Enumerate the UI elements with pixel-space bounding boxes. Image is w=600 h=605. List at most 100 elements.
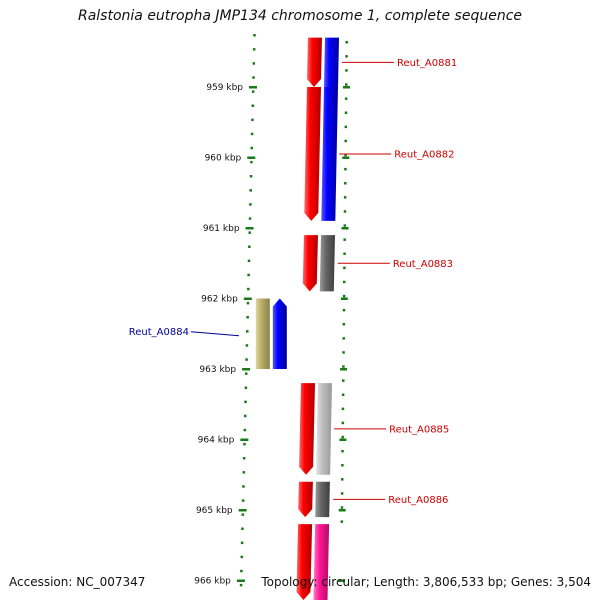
ruler-minor-tick: [343, 280, 346, 284]
ruler-minor-tick: [341, 464, 344, 467]
ruler-minor-tick: [253, 34, 256, 37]
ruler-minor-tick: [252, 76, 255, 79]
ruler-minor-tick: [342, 308, 346, 312]
ruler-major-tick: [242, 368, 251, 371]
ruler-minor-tick: [250, 160, 253, 164]
ruler-minor-tick: [246, 301, 250, 305]
gene-arrow-reut-a0884[interactable]: [272, 298, 287, 370]
ruler-minor-tick: [341, 449, 344, 453]
ruler-tick-label: 959 kbp: [206, 83, 243, 93]
ruler-minor-tick: [340, 520, 344, 523]
ruler-major-tick: [247, 156, 256, 159]
ruler-minor-tick: [341, 435, 344, 439]
ruler-minor-tick: [343, 238, 346, 241]
ruler-minor-tick: [344, 97, 348, 100]
feature-bar-unnamed[interactable]: [313, 524, 330, 600]
genome-summary-text: Topology: circular; Length: 3,806,533 bp…: [261, 575, 591, 589]
ruler-minor-tick: [342, 323, 346, 326]
ruler-minor-tick: [345, 55, 348, 58]
ruler-minor-tick: [248, 231, 251, 234]
ruler-minor-tick: [241, 527, 244, 530]
ruler-minor-tick: [239, 583, 243, 587]
ruler-major-tick: [341, 227, 349, 230]
map-title: Ralstonia eutropha JMP134 chromosome 1, …: [77, 8, 522, 24]
ruler-minor-tick: [243, 442, 246, 446]
ruler-major-tick: [243, 297, 252, 300]
ruler-tick-label: 960 kbp: [205, 154, 242, 164]
gene-arrow-reut-a0881[interactable]: [307, 37, 322, 87]
ruler-major-tick: [249, 86, 257, 89]
ruler-minor-tick: [341, 393, 345, 396]
ruler-minor-tick: [343, 266, 346, 270]
gene-label-reut-a0886[interactable]: Reut_A0886: [388, 495, 448, 506]
ruler-minor-tick: [245, 344, 249, 347]
ruler-minor-tick: [344, 167, 347, 171]
ruler-major-tick: [343, 86, 350, 89]
ruler-minor-tick: [343, 196, 347, 199]
feature-bar-reut-a0882[interactable]: [321, 87, 338, 221]
ruler-minor-tick: [340, 478, 344, 481]
ruler-tick-label: 965 kbp: [196, 506, 233, 516]
gene-arrow-reut-a0885[interactable]: [299, 383, 315, 475]
ruler-minor-tick: [250, 132, 254, 136]
gene-label-reut-a0885[interactable]: Reut_A0885: [389, 424, 449, 435]
ruler-minor-tick: [252, 62, 256, 65]
ruler-minor-tick: [340, 506, 344, 509]
ruler-major-tick: [342, 156, 350, 159]
ruler-minor-tick: [252, 48, 256, 51]
ruler-tick-label: 966 kbp: [194, 577, 231, 587]
ruler-minor-tick: [248, 245, 251, 248]
feature-bar-reut-a0884[interactable]: [255, 298, 270, 370]
ruler-minor-tick: [242, 471, 246, 474]
accession-text: Accession: NC_007347: [9, 575, 146, 589]
label-leader-line: [190, 331, 239, 337]
ruler-minor-tick: [249, 189, 252, 192]
ruler-minor-tick: [340, 492, 344, 495]
gene-label-reut-a0883[interactable]: Reut_A0883: [393, 259, 453, 270]
gene-label-reut-a0881[interactable]: Reut_A0881: [397, 58, 457, 69]
gene-label-reut-a0884[interactable]: Reut_A0884: [129, 327, 189, 338]
gene-label-reut-a0882[interactable]: Reut_A0882: [394, 149, 454, 160]
ruler-minor-tick: [248, 217, 252, 220]
ruler-minor-tick: [249, 175, 253, 178]
ruler-minor-tick: [250, 146, 254, 150]
ruler-minor-tick: [344, 182, 347, 185]
ruler-minor-tick: [344, 111, 348, 114]
ruler-major-tick: [340, 297, 348, 300]
ruler-minor-tick: [342, 294, 346, 298]
gene-arrow-reut-a0883[interactable]: [302, 235, 318, 292]
ruler-minor-tick: [344, 139, 347, 143]
ruler-major-tick: [238, 509, 247, 512]
ruler-major-tick: [240, 438, 249, 441]
ruler-minor-tick: [251, 118, 254, 122]
ruler-minor-tick: [244, 400, 247, 404]
ruler-minor-tick: [240, 569, 243, 573]
ruler-minor-tick: [345, 83, 348, 86]
ruler-minor-tick: [249, 203, 252, 206]
ruler-tick-label: 961 kbp: [203, 224, 240, 234]
feature-bar-reut-a0883[interactable]: [319, 235, 335, 292]
ruler-minor-tick: [344, 125, 348, 129]
gene-arrow-unnamed[interactable]: [296, 524, 313, 600]
gene-arrow-reut-a0882[interactable]: [304, 87, 321, 221]
ruler-minor-tick: [343, 252, 346, 255]
ruler-minor-tick: [240, 541, 244, 545]
ruler-major-tick: [339, 438, 347, 441]
ruler-minor-tick: [241, 499, 245, 502]
ruler-minor-tick: [243, 428, 247, 432]
ruler-major-tick: [338, 509, 346, 512]
feature-bar-reut-a0881[interactable]: [324, 37, 339, 87]
ruler-minor-tick: [342, 379, 345, 382]
feature-bar-reut-a0886[interactable]: [315, 481, 330, 518]
ruler-minor-tick: [240, 555, 243, 559]
ruler-tick-label: 963 kbp: [199, 365, 236, 375]
feature-bar-reut-a0885[interactable]: [316, 383, 332, 475]
ruler-minor-tick: [341, 407, 345, 411]
ruler-minor-tick: [345, 69, 348, 72]
ruler-major-tick: [337, 579, 345, 582]
ruler-minor-tick: [251, 90, 255, 93]
ruler-minor-tick: [242, 485, 245, 488]
gene-arrow-reut-a0886[interactable]: [298, 481, 313, 518]
